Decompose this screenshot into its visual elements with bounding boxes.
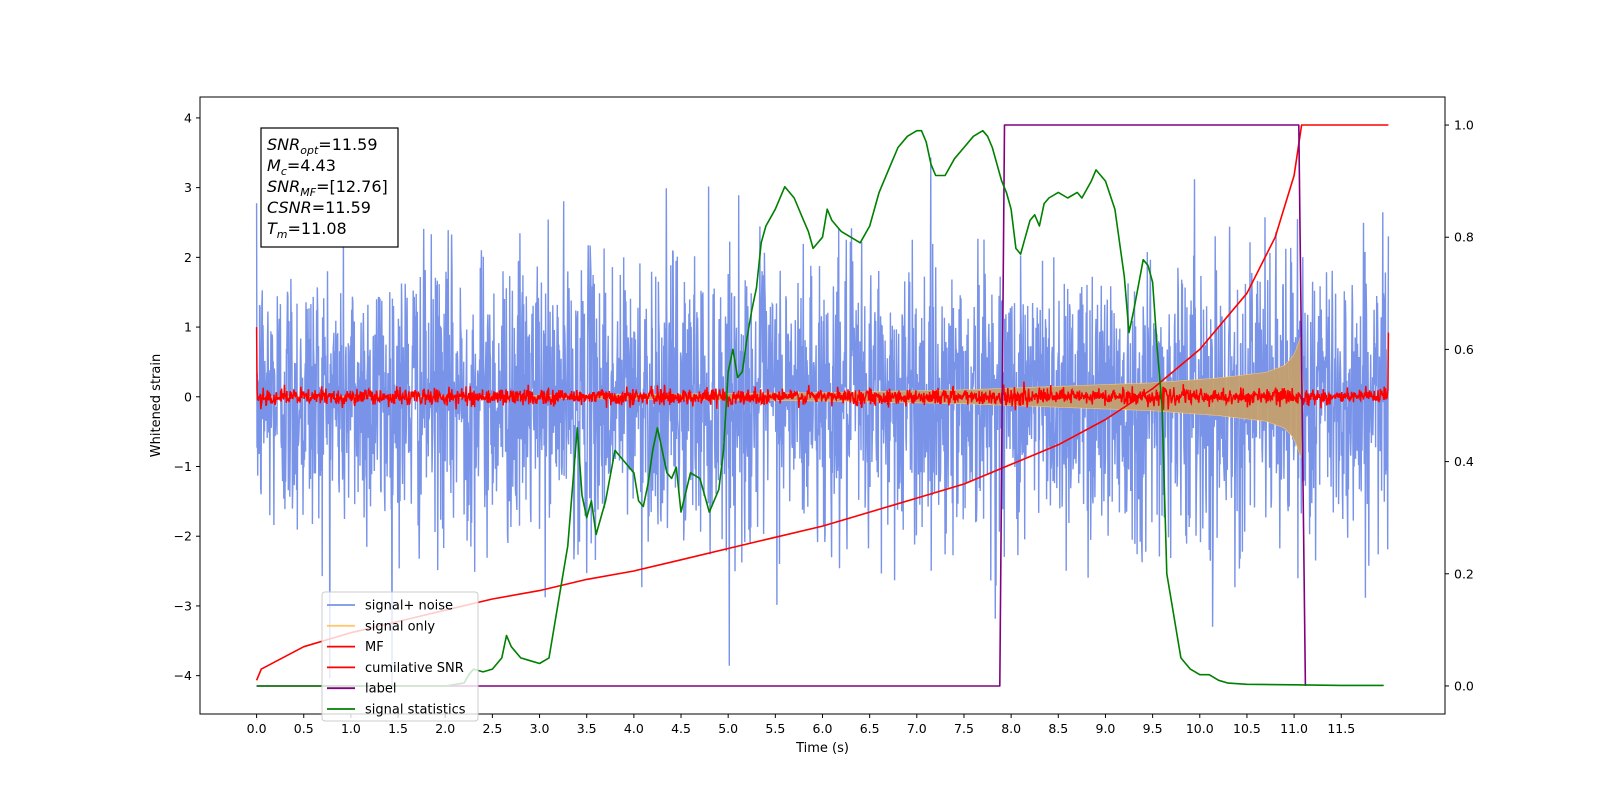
y2-tick-label: 0.0 (1454, 678, 1474, 693)
x-tick-label: 1.0 (341, 721, 361, 736)
annotation-line: CSNR=11.59 (267, 198, 371, 217)
x-tick-label: 6.5 (860, 721, 880, 736)
annotation-line: Tm=11.08 (267, 219, 347, 241)
plot-area (255, 124, 1390, 687)
axes: 0.0 0.5 1.0 1.5 2.0 2.5 3.0 3.5 4.0 4.5 5.0 5.5 6.0 6… (174, 96, 1474, 736)
x-tick-label: 7.0 (907, 721, 927, 736)
y-tick-label: −3 (174, 598, 192, 613)
annotation-box-frame (260, 127, 399, 248)
y-tick-label: 2 (184, 250, 192, 265)
legend-label: label (365, 682, 396, 697)
x-tick-label: 9.0 (1096, 721, 1116, 736)
x-tick-label: 11.5 (1327, 721, 1355, 736)
x-tick-label: 0.0 (247, 721, 267, 736)
x-tick-label: 10.0 (1186, 721, 1214, 736)
x-tick-label: 5.0 (718, 721, 738, 736)
x-tick-label: 1.5 (388, 721, 408, 736)
annotation-line: SNRopt=11.59 (267, 135, 378, 157)
legend-label: cumilative SNR (365, 661, 464, 676)
y-axis-label: Whitened strain (149, 354, 164, 457)
y-tick-label: 3 (184, 180, 192, 195)
x-tick-label: 10.5 (1233, 721, 1261, 736)
y-tick-label: −4 (174, 668, 192, 683)
signal-statistics-series (256, 129, 1384, 687)
y2-tick-label: 0.4 (1454, 454, 1474, 469)
annotation-box: SNRopt=11.59Mc=4.43SNRMF=[12.76]CSNR=11.… (260, 127, 399, 248)
x-tick-label: 8.5 (1048, 721, 1068, 736)
x-tick-label: 2.0 (435, 721, 455, 736)
y-tick-label: 4 (184, 110, 192, 125)
x-tick-label: 3.5 (577, 721, 597, 736)
annotation-line: SNRMF=[12.76] (267, 177, 388, 199)
y2-tick-label: 0.6 (1454, 342, 1474, 357)
annotation-line: Mc=4.43 (267, 156, 336, 178)
x-tick-label: 3.0 (530, 721, 550, 736)
x-tick-label: 2.5 (482, 721, 502, 736)
mf-series (255, 327, 1390, 411)
y-tick-label: −2 (174, 529, 192, 544)
legend: signal+ noise signal only MF cumilative SNR… (321, 591, 479, 722)
x-tick-label: 6.0 (813, 721, 833, 736)
legend-label: signal+ noise (365, 599, 453, 614)
x-tick-label: 4.0 (624, 721, 644, 736)
y2-tick-label: 1.0 (1454, 118, 1474, 133)
legend-label: signal only (365, 619, 435, 634)
y2-tick-label: 0.2 (1454, 566, 1474, 581)
y-tick-label: 0 (184, 389, 192, 404)
y-tick-label: 1 (184, 320, 192, 335)
legend-frame (321, 591, 479, 722)
x-tick-label: 7.5 (954, 721, 974, 736)
x-tick-label: 5.5 (765, 721, 785, 736)
legend-label: signal statistics (365, 703, 466, 718)
y2-tick-label: 0.8 (1454, 230, 1474, 245)
legend-label: MF (365, 640, 384, 655)
x-tick-label: 8.0 (1001, 721, 1021, 736)
label-series (256, 124, 1307, 687)
x-tick-label: 0.5 (294, 721, 314, 736)
x-tick-label: 4.5 (671, 721, 691, 736)
x-tick-label: 9.5 (1143, 721, 1163, 736)
x-axis-label: Time (s) (795, 741, 849, 756)
y-tick-label: −1 (174, 459, 192, 474)
x-tick-label: 11.0 (1280, 721, 1308, 736)
